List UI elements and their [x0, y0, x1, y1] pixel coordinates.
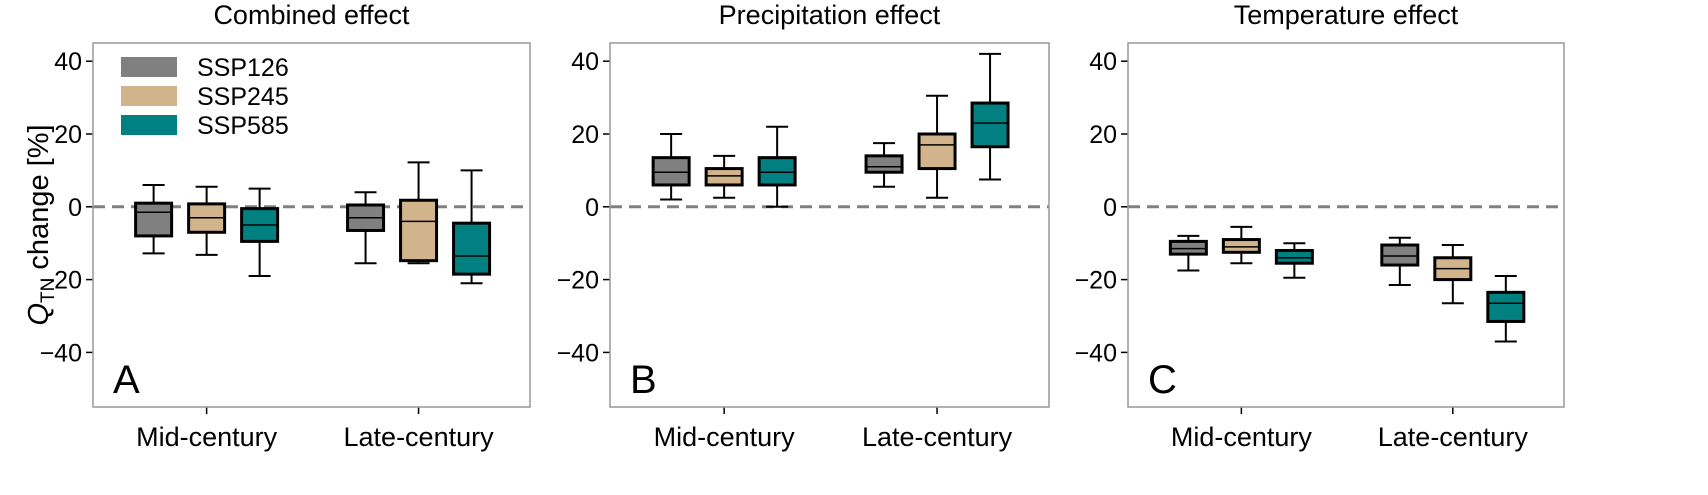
y-tick-label: 40: [571, 48, 599, 76]
iqr-box: [970, 101, 1010, 149]
plot-frame: [609, 42, 1050, 408]
x-tick-label: Mid-century: [1171, 422, 1313, 452]
panel-b: Precipitation effect −40 −20 0 20 40 Mid-centu…: [557, 0, 1050, 452]
y-tick-label: −20: [557, 267, 599, 295]
y-label-symbol: Q: [23, 303, 55, 326]
iqr-box: [651, 156, 691, 187]
box-ssp126-late-century: [1380, 236, 1420, 287]
y-tick-label: 0: [1103, 194, 1117, 222]
legend-label: SSP245: [197, 83, 289, 111]
legend-swatch-ssp585: [121, 115, 177, 135]
iqr-box: [917, 132, 957, 171]
iqr-box: [399, 198, 439, 263]
box-ssp245-late-century: [1433, 244, 1473, 305]
legend-swatch-ssp245: [121, 86, 177, 106]
panel-title: Temperature effect: [1234, 0, 1459, 30]
iqr-box: [1168, 239, 1208, 256]
box-ssp245-mid-century: [187, 185, 227, 256]
iqr-box: [1380, 243, 1420, 267]
y-label-text: change [%]: [23, 124, 55, 277]
box-ssp585-late-century: [452, 169, 492, 285]
panel-a: Combined effect −40 −20 0 20 40 Mid-century Lat…: [40, 0, 531, 452]
x-tick-label: Late-century: [344, 422, 495, 452]
panel-letter: A: [113, 358, 140, 402]
x-tick-label: Mid-century: [654, 422, 796, 452]
box-ssp245-late-century: [399, 161, 439, 265]
panel-letter: B: [630, 358, 657, 402]
y-label-subscript: TN: [38, 278, 59, 303]
box-ssp126-late-century: [346, 191, 386, 265]
legend-label: SSP126: [197, 54, 289, 82]
legend-label: SSP585: [197, 112, 289, 140]
box-ssp585-late-century: [1486, 274, 1526, 343]
y-tick-label: −40: [557, 339, 599, 367]
y-tick-label: −40: [40, 339, 82, 367]
y-tick-label: 40: [54, 48, 82, 76]
plot-frame: [1127, 42, 1565, 408]
iqr-box: [1486, 290, 1526, 323]
x-tick-label: Late-century: [862, 422, 1013, 452]
iqr-box: [1221, 238, 1261, 254]
y-axis-label: QTN change [%]: [23, 124, 59, 325]
plot-frame: [92, 42, 531, 408]
x-tick-label: Late-century: [1378, 422, 1529, 452]
y-tick-label: 20: [54, 121, 82, 149]
box-ssp126-mid-century: [1168, 234, 1208, 272]
iqr-box: [757, 156, 797, 187]
panel-letter: C: [1148, 358, 1177, 402]
y-tick-label: 20: [571, 121, 599, 149]
iqr-box: [864, 154, 904, 174]
y-tick-label: 40: [1089, 48, 1117, 76]
box-ssp126-mid-century: [134, 183, 174, 255]
box-ssp126-mid-century: [651, 133, 691, 201]
box-ssp585-mid-century: [757, 125, 797, 208]
iqr-box: [452, 221, 492, 276]
y-tick-label: −40: [1075, 339, 1117, 367]
y-tick-label: 0: [585, 194, 599, 222]
iqr-box: [134, 201, 174, 238]
box-ssp245-mid-century: [1221, 225, 1261, 265]
box-ssp585-mid-century: [1274, 242, 1314, 279]
panel-c: Temperature effect −40 −20 0 20 40 Mid-century…: [1075, 0, 1565, 452]
iqr-box: [1274, 248, 1314, 265]
panel-title: Precipitation effect: [719, 0, 941, 30]
box-ssp585-mid-century: [240, 187, 280, 277]
legend-swatch-ssp126: [121, 57, 177, 77]
iqr-box: [704, 167, 744, 187]
x-tick-label: Mid-century: [136, 422, 278, 452]
box-ssp245-late-century: [917, 94, 957, 199]
y-tick-label: 20: [1089, 121, 1117, 149]
box-ssp245-mid-century: [704, 154, 744, 199]
y-tick-label: −20: [1075, 267, 1117, 295]
panel-title: Combined effect: [213, 0, 410, 30]
y-tick-label: 0: [68, 194, 82, 222]
y-tick-label: −20: [40, 267, 82, 295]
box-ssp585-late-century: [970, 52, 1010, 181]
box-ssp126-late-century: [864, 142, 904, 188]
